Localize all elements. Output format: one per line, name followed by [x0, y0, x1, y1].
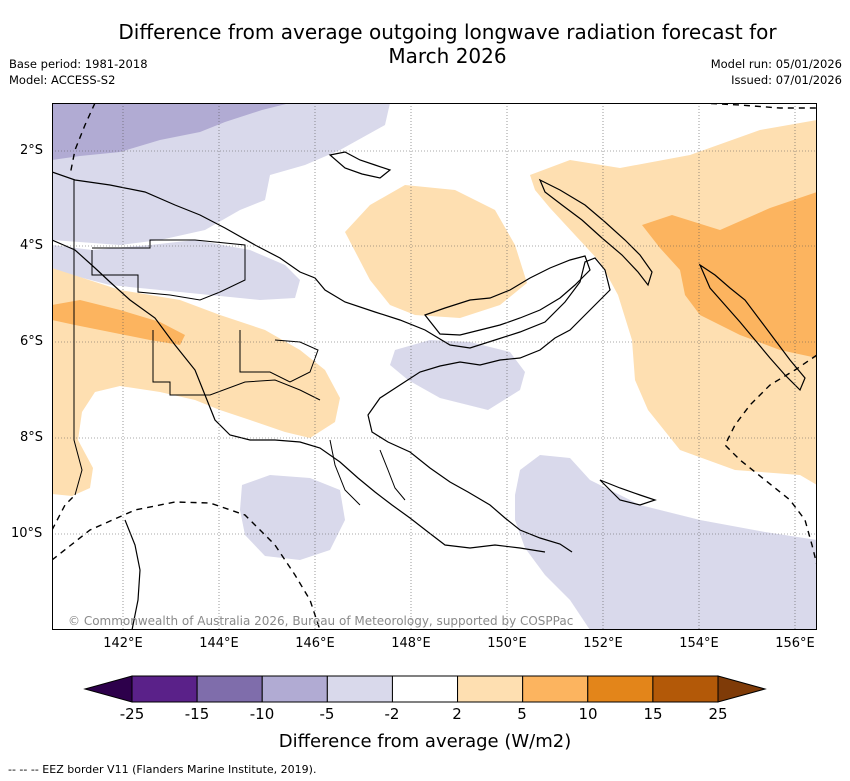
coastline-new-britain	[424, 255, 591, 336]
border-province-1	[91, 239, 246, 301]
admin-borders	[73, 180, 406, 506]
anomaly-region-pos-east	[530, 120, 817, 485]
border-province-4	[329, 439, 361, 506]
anomaly-region-pos-west-strong	[52, 300, 185, 345]
meta-right: Model run: 05/01/2026 Issued: 07/01/2026	[711, 56, 842, 88]
meta-left: Base period: 1981-2018 Model: ACCESS-S2	[9, 56, 148, 88]
lat-label-8s: 8°S	[20, 430, 44, 445]
anomaly-region-neg-center	[390, 340, 525, 410]
colorbar-segment	[457, 675, 524, 703]
coastline-new-guinea-south	[52, 239, 546, 553]
anomaly-region-pos-west	[52, 268, 340, 496]
colorbar-tick: 10	[578, 705, 598, 723]
border-province-3	[239, 330, 319, 383]
anomaly-region-neg-southeast	[515, 455, 817, 630]
base-period: Base period: 1981-2018	[9, 57, 148, 71]
border-province-5	[379, 449, 406, 501]
colorbar-label: Difference from average (W/m2)	[278, 731, 572, 752]
eez-southwest	[52, 494, 76, 531]
colorbar-segment	[131, 675, 198, 703]
map-svg	[52, 103, 817, 630]
coastline-louisiade	[599, 479, 657, 506]
colorbar-tick: -10	[249, 705, 275, 723]
anomaly-region-neg-south	[240, 475, 345, 560]
colorbar-segment	[196, 675, 263, 703]
lat-label-6s: 6°S	[20, 334, 44, 349]
lon-label-142e: 142°E	[103, 636, 143, 651]
lon-label-148e: 148°E	[391, 636, 431, 651]
eez-northeast	[699, 103, 817, 109]
colorbar-segment	[261, 675, 328, 703]
lon-label-146e: 146°E	[295, 636, 335, 651]
chart-title: Difference from average outgoing longwav…	[90, 20, 805, 68]
lon-label-150e: 150°E	[487, 636, 527, 651]
colorbar-tick: 25	[708, 705, 728, 723]
colorbar-tick: 2	[452, 705, 462, 723]
lat-label-10s: 10°S	[11, 526, 43, 541]
lon-label-144e: 144°E	[199, 636, 239, 651]
colorbar-segment	[326, 675, 393, 703]
title-line-2: March 2026	[388, 44, 507, 68]
coastline-australia-north	[124, 519, 141, 630]
border-png-indonesia	[73, 180, 83, 496]
coastline-admiralty	[328, 151, 392, 179]
anomaly-region-pos-central	[345, 185, 527, 318]
lat-label-2s: 2°S	[20, 143, 44, 158]
eez-legend-text: -- -- -- EEZ border V11 (Flanders Marine…	[8, 763, 317, 776]
model-name: Model: ACCESS-S2	[9, 73, 116, 87]
eez-south-curve	[52, 501, 321, 630]
colorbar-tick: -25	[119, 705, 145, 723]
eez-east	[724, 354, 817, 566]
graticule	[52, 103, 817, 630]
coastline-solomons	[698, 263, 806, 392]
lat-label-4s: 4°S	[20, 238, 44, 253]
colorbar-segment	[522, 675, 589, 703]
colorbar-over-triangle	[717, 675, 767, 703]
title-line-1: Difference from average outgoing longwav…	[118, 20, 777, 44]
anomaly-region-neg-strong	[52, 103, 290, 160]
colorbar-segment	[391, 675, 459, 703]
issued-date: Issued: 07/01/2026	[731, 73, 842, 87]
colorbar-tick: 15	[643, 705, 663, 723]
colorbar	[83, 675, 767, 703]
map-panel	[52, 103, 817, 630]
lon-label-154e: 154°E	[679, 636, 719, 651]
colorbar-segments	[131, 675, 719, 703]
colorbar-segment	[587, 675, 654, 703]
eez-northwest	[69, 103, 96, 176]
coastline-new-guinea-north	[52, 171, 611, 553]
colorbar-tick: 5	[517, 705, 527, 723]
lon-label-152e: 152°E	[583, 636, 623, 651]
colorbar-segment	[652, 675, 719, 703]
anomaly-region-pos-east-strong	[642, 192, 817, 358]
eez-borders	[52, 103, 817, 630]
coastlines	[52, 151, 806, 630]
border-province-2	[152, 330, 321, 401]
lon-label-156e: 156°E	[775, 636, 815, 651]
coastline-new-ireland	[538, 178, 653, 287]
colorbar-tick: -5	[319, 705, 335, 723]
colorbar-under-triangle	[83, 675, 133, 703]
model-run: Model run: 05/01/2026	[710, 57, 842, 71]
copyright-text: © Commonwealth of Australia 2026, Bureau…	[68, 614, 574, 628]
colorbar-tick: -15	[184, 705, 210, 723]
colorbar-tick: -2	[384, 705, 400, 723]
